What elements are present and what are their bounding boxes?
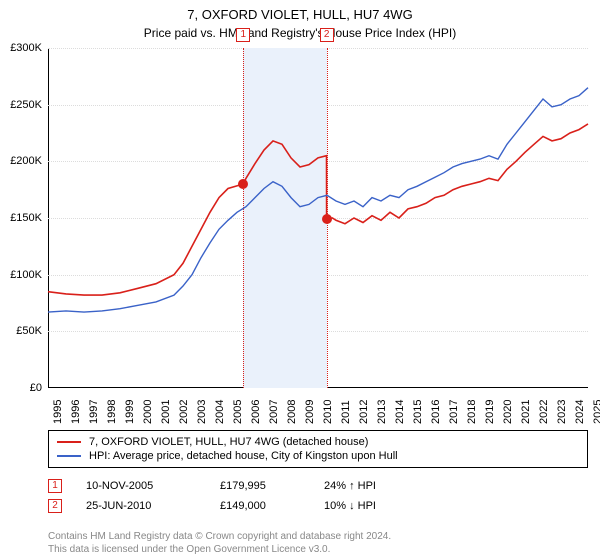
ytick-label: £200K: [10, 155, 42, 167]
legend-row: HPI: Average price, detached house, City…: [57, 449, 579, 463]
sale-price: £179,995: [220, 480, 300, 492]
xtick-label: 2019: [484, 400, 496, 424]
xtick-label: 1995: [52, 400, 64, 424]
xtick-label: 2000: [142, 400, 154, 424]
ytick-label: £250K: [10, 99, 42, 111]
sale-price: £149,000: [220, 500, 300, 512]
ytick-label: £300K: [10, 42, 42, 54]
sale-delta: 24% ↑ HPI: [324, 480, 424, 492]
legend: 7, OXFORD VIOLET, HULL, HU7 4WG (detache…: [48, 430, 588, 468]
legend-swatch: [57, 455, 81, 457]
sales-table: 1 10-NOV-2005 £179,995 24% ↑ HPI 2 25-JUN-201…: [48, 476, 588, 516]
xtick-label: 2022: [538, 400, 550, 424]
xtick-label: 2018: [466, 400, 478, 424]
chart-plot-area: £0£50K£100K£150K£200K£250K£300K 19951996…: [48, 48, 588, 388]
sale-date: 25-JUN-2010: [86, 500, 196, 512]
chart-title: 7, OXFORD VIOLET, HULL, HU7 4WG: [0, 0, 600, 24]
xtick-label: 1997: [88, 400, 100, 424]
xtick-label: 2007: [268, 400, 280, 424]
footer-attribution: Contains HM Land Registry data © Crown c…: [48, 530, 391, 556]
xtick-label: 2001: [160, 400, 172, 424]
ytick-label: £150K: [10, 212, 42, 224]
xtick-label: 2006: [250, 400, 262, 424]
xtick-label: 2005: [232, 400, 244, 424]
xtick-label: 2004: [214, 400, 226, 424]
xtick-label: 2010: [322, 400, 334, 424]
xtick-label: 2012: [358, 400, 370, 424]
xtick-label: 2002: [178, 400, 190, 424]
chart-container: 7, OXFORD VIOLET, HULL, HU7 4WG Price pa…: [0, 0, 600, 560]
sale-marker-box: 1: [236, 28, 250, 42]
xtick-label: 2025: [592, 400, 600, 424]
sale-row-marker: 2: [48, 499, 62, 513]
sale-row-marker: 1: [48, 479, 62, 493]
legend-row: 7, OXFORD VIOLET, HULL, HU7 4WG (detache…: [57, 435, 579, 449]
sale-date: 10-NOV-2005: [86, 480, 196, 492]
xtick-label: 2014: [394, 400, 406, 424]
xtick-label: 1999: [124, 400, 136, 424]
xtick-label: 1996: [70, 400, 82, 424]
xtick-label: 2016: [430, 400, 442, 424]
xtick-label: 2003: [196, 400, 208, 424]
xtick-label: 2011: [340, 400, 352, 424]
xtick-label: 2017: [448, 400, 460, 424]
xtick-label: 2009: [304, 400, 316, 424]
sale-marker-box: 2: [320, 28, 334, 42]
legend-label: HPI: Average price, detached house, City…: [89, 450, 398, 462]
sale-row: 1 10-NOV-2005 £179,995 24% ↑ HPI: [48, 476, 588, 496]
sale-row: 2 25-JUN-2010 £149,000 10% ↓ HPI: [48, 496, 588, 516]
ytick-label: £50K: [16, 325, 42, 337]
chart-subtitle: Price paid vs. HM Land Registry's House …: [0, 24, 600, 40]
legend-label: 7, OXFORD VIOLET, HULL, HU7 4WG (detache…: [89, 436, 368, 448]
sale-delta: 10% ↓ HPI: [324, 500, 424, 512]
sale-dot: [322, 214, 332, 224]
ytick-label: £100K: [10, 269, 42, 281]
legend-swatch: [57, 441, 81, 443]
xtick-label: 2008: [286, 400, 298, 424]
xtick-label: 1998: [106, 400, 118, 424]
footer-line1: Contains HM Land Registry data © Crown c…: [48, 530, 391, 543]
series-hpi: [48, 88, 588, 312]
sale-dot: [238, 179, 248, 189]
xtick-label: 2024: [574, 400, 586, 424]
xtick-label: 2021: [520, 400, 532, 424]
footer-line2: This data is licensed under the Open Gov…: [48, 543, 391, 556]
xtick-label: 2023: [556, 400, 568, 424]
xtick-label: 2013: [376, 400, 388, 424]
ytick-label: £0: [30, 382, 42, 394]
xtick-label: 2020: [502, 400, 514, 424]
xtick-label: 2015: [412, 400, 424, 424]
series-property: [48, 124, 588, 295]
